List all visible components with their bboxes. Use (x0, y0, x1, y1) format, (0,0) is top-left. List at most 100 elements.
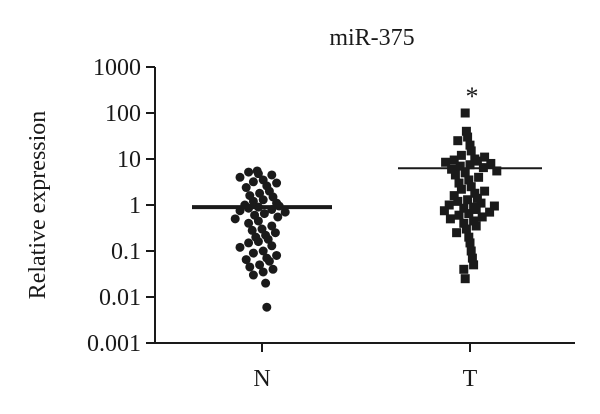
data-point-t (460, 168, 470, 178)
data-point-t (456, 184, 466, 194)
data-point-t (485, 207, 495, 217)
data-point-n (253, 237, 263, 247)
data-point-n (258, 246, 268, 256)
significance-marker: * (466, 82, 479, 111)
data-point-n (267, 241, 277, 251)
data-point-t (480, 186, 490, 196)
data-point-n (230, 214, 240, 224)
data-point-n (253, 216, 263, 226)
data-point-n (241, 255, 251, 265)
data-point-t (466, 146, 476, 156)
data-point-t (466, 246, 476, 256)
data-point-t (466, 182, 476, 192)
data-point-n (241, 183, 251, 193)
data-point-n (259, 209, 269, 219)
data-point-t (459, 203, 469, 213)
data-point-t (439, 206, 449, 216)
data-point-t (460, 274, 470, 284)
x-tick-label-t: T (463, 366, 478, 392)
data-point-n (244, 238, 254, 248)
data-point-n (244, 218, 254, 228)
data-point-t (463, 195, 473, 205)
data-point-n (270, 228, 280, 238)
data-point-n (248, 248, 258, 258)
data-point-n (272, 250, 282, 260)
y-tick-label: 0.1 (111, 239, 141, 265)
data-point-t (486, 158, 496, 168)
data-point-t (445, 214, 455, 224)
data-point-t (480, 152, 490, 162)
data-point-t (453, 196, 463, 206)
data-point-n (245, 262, 255, 272)
data-point-n (258, 267, 268, 277)
data-point-t (449, 155, 459, 165)
chart-title: miR-375 (329, 25, 414, 51)
data-point-n (273, 212, 283, 222)
data-point-t (455, 161, 465, 171)
data-point-n (264, 256, 274, 266)
data-point-t (454, 210, 464, 220)
data-point-t (476, 198, 486, 208)
y-tick-label: 100 (105, 101, 141, 127)
data-point-t (459, 218, 469, 228)
data-point-t (461, 126, 471, 136)
data-point-n (267, 170, 277, 180)
data-point-n (255, 260, 265, 270)
data-point-t (464, 232, 474, 242)
data-point-n (253, 169, 263, 179)
y-tick-label: 0.01 (99, 285, 141, 311)
data-point-n (272, 178, 282, 188)
data-point-t (470, 188, 480, 198)
data-point-n (280, 207, 290, 217)
data-point-n (261, 278, 271, 288)
data-point-t (460, 108, 470, 118)
data-point-t (489, 201, 499, 211)
data-point-t (441, 157, 451, 167)
data-point-t (465, 140, 475, 150)
data-point-t (472, 193, 482, 203)
data-point-t (461, 224, 471, 234)
data-point-n (248, 270, 258, 280)
data-point-t (471, 221, 481, 231)
data-point-n (235, 172, 245, 182)
data-point-t (449, 191, 459, 201)
data-point-n (262, 302, 272, 312)
data-point-t (456, 150, 466, 160)
data-point-t (464, 209, 474, 219)
data-point-t (474, 172, 484, 182)
data-marks: * (192, 82, 542, 312)
data-point-t (469, 216, 479, 226)
series-n (192, 166, 332, 312)
data-point-n (248, 177, 258, 187)
data-point-t (464, 175, 474, 185)
data-point-n (244, 167, 254, 177)
data-point-t (452, 228, 462, 238)
data-point-n (267, 221, 277, 231)
data-point-t (463, 132, 473, 142)
data-point-t (492, 166, 502, 176)
data-point-n (247, 225, 257, 235)
data-point-t (450, 170, 460, 180)
x-tick-label-n: N (253, 366, 270, 392)
y-tick-label: 1 (129, 193, 141, 219)
series-t: * (398, 82, 542, 284)
data-point-t (465, 238, 475, 248)
data-point-t (453, 136, 463, 146)
data-point-t (467, 253, 477, 263)
data-point-t (477, 212, 487, 222)
axes: 0.001 0.01 0.1 1 10 100 1000 N T (87, 55, 575, 392)
y-tick-label: 10 (117, 147, 141, 173)
data-point-t (444, 200, 454, 210)
y-tick-label: 0.001 (87, 331, 141, 357)
y-tick-label: 1000 (93, 55, 141, 81)
y-axis-label: Relative expression (25, 111, 51, 300)
data-point-t (465, 160, 475, 170)
data-point-t (471, 204, 481, 214)
data-point-n (268, 264, 278, 274)
data-point-t (454, 178, 464, 188)
data-point-t (459, 264, 469, 274)
data-point-n (235, 242, 245, 252)
data-point-t (469, 260, 479, 270)
